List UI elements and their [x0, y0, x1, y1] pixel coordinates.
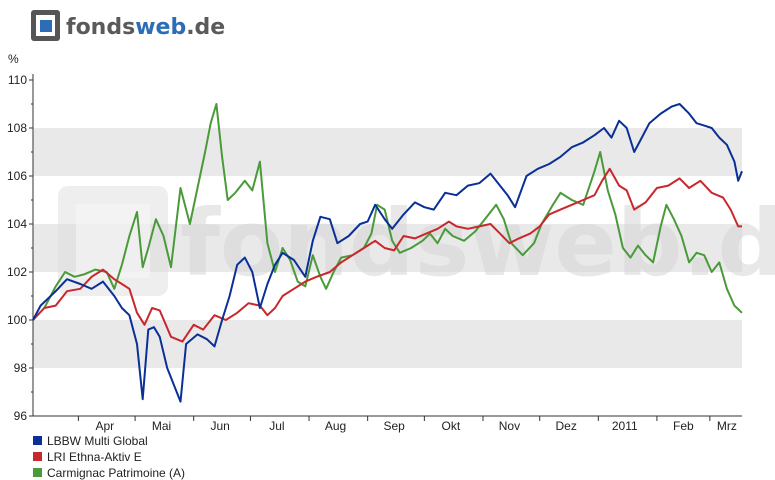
watermark-icon-inner: [76, 204, 150, 278]
x-tick-label: Mai: [152, 419, 171, 433]
legend-swatch: [33, 436, 42, 445]
x-tick-label: Sep: [383, 419, 405, 433]
y-axis-unit-label: %: [8, 52, 19, 66]
y-tick-label: 104: [7, 217, 27, 231]
grid-band: [33, 128, 742, 176]
y-tick-label: 106: [7, 169, 27, 183]
legend: LBBW Multi Global LRI Ethna-Aktiv E Carmig…: [33, 434, 185, 480]
logo-icon-square: [40, 20, 52, 32]
y-tick-label: 98: [14, 361, 28, 375]
watermark-text: fondsweb.de: [180, 190, 775, 297]
series-line: [32, 167, 742, 343]
legend-swatch: [33, 452, 42, 461]
y-tick-label: 108: [7, 121, 27, 135]
x-tick-label: Mrz: [717, 419, 737, 433]
logo-brand-accent: web: [135, 15, 186, 40]
legend-swatch: [33, 468, 42, 477]
y-tick-label: 102: [7, 265, 27, 279]
logo-text: fondsweb.de: [66, 15, 225, 40]
x-tick-label: Apr: [96, 419, 115, 433]
x-tick-label: Feb: [673, 419, 694, 433]
logo-brand: fonds: [66, 15, 135, 40]
y-tick-label: 96: [14, 409, 28, 423]
legend-label: LRI Ethna-Aktiv E: [47, 450, 142, 464]
y-tick-label: 110: [8, 73, 27, 87]
y-tick-label: 100: [7, 313, 27, 327]
x-tick-label: 2011: [612, 419, 638, 433]
legend-label: LBBW Multi Global: [47, 434, 148, 448]
x-tick-label: Nov: [499, 419, 520, 433]
logo-brand-suffix: .de: [186, 15, 225, 40]
series-line: [32, 103, 743, 321]
axes: 96 98 100 102 104 106 108 110 Apr Mai Jun Jul Aug Sep…: [7, 73, 742, 433]
watermark: fondsweb.de: [58, 186, 775, 297]
legend-label: Carmignac Patrimoine (A): [47, 466, 185, 480]
x-tick-label: Jul: [269, 419, 284, 433]
series-lines: [32, 103, 743, 403]
x-tick-label: Dez: [555, 419, 576, 433]
x-tick-label: Aug: [325, 419, 346, 433]
x-tick-label: Okt: [442, 419, 461, 433]
fondsweb-logo[interactable]: fondsweb.de: [31, 10, 225, 41]
series-line: [32, 103, 743, 403]
x-tick-label: Jun: [210, 419, 229, 433]
